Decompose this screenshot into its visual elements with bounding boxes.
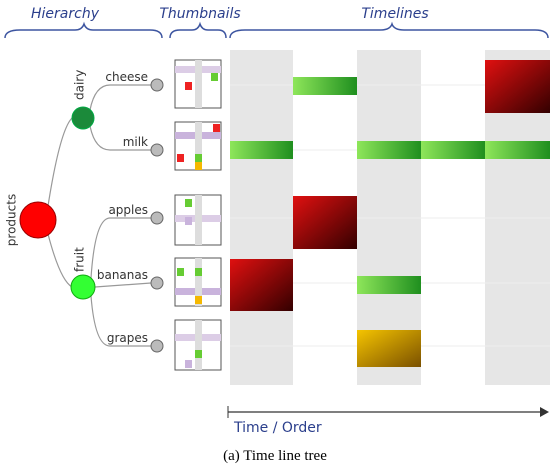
leaf-label: cheese xyxy=(105,70,148,84)
leaf-label: bananas xyxy=(97,268,148,282)
leaf-label: milk xyxy=(123,135,148,149)
caption: (a) Time line tree xyxy=(223,448,327,464)
header: Thumbnails xyxy=(159,6,240,22)
header: Timelines xyxy=(361,6,428,22)
node-label: fruit xyxy=(73,247,87,272)
header: Hierarchy xyxy=(31,6,100,22)
group-node xyxy=(70,274,96,300)
thumbnails xyxy=(174,59,222,371)
leaf-nodes xyxy=(150,78,164,353)
root-node xyxy=(19,201,57,239)
timeline-blocks xyxy=(230,60,550,367)
tree-edges xyxy=(47,84,152,347)
group-node xyxy=(71,106,95,130)
brace xyxy=(169,21,227,39)
axis-label: Time / Order xyxy=(233,420,322,436)
node-label: products xyxy=(5,194,19,246)
leaf-label: apples xyxy=(108,203,148,217)
node-label: dairy xyxy=(73,70,87,100)
axis-arrow xyxy=(540,407,549,417)
leaf-label: grapes xyxy=(107,331,148,345)
brace xyxy=(229,21,549,39)
brace xyxy=(4,21,163,39)
